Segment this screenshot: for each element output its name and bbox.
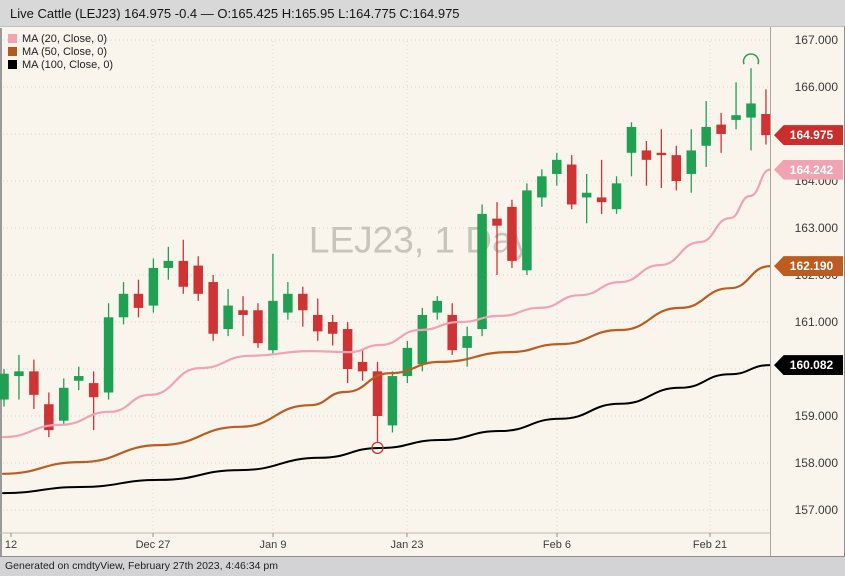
price-tick-label: 157.000: [794, 503, 838, 517]
annotations-layer: [371, 53, 760, 455]
date-axis-label: Feb 6: [543, 539, 571, 551]
chart-plot-area[interactable]: LEJ23, 1 Day 12 Dec 27 Jan 9 Jan 23 Feb 6 Feb…: [0, 27, 770, 556]
grid-layer: [0, 28, 770, 556]
ma100-label: MA (100, Close, 0): [22, 58, 114, 71]
chart-area: LEJ23, 1 Day 12 Dec 27 Jan 9 Jan 23 Feb 6 Feb…: [0, 27, 845, 557]
moving-averages-layer: [1, 168, 770, 495]
ma20-swatch-icon: [8, 34, 17, 43]
date-axis-label: Jan 9: [260, 539, 287, 551]
price-tick-label: 161.000: [794, 315, 838, 329]
date-axis-label: Dec 27: [136, 539, 171, 551]
price-badge: 160.082: [774, 355, 843, 376]
price-badge: 162.190: [774, 256, 843, 277]
low-circle-annotation: [371, 441, 384, 455]
date-axis[interactable]: 12 Dec 27 Jan 9 Jan 23 Feb 6 Feb 21: [5, 533, 727, 551]
instrument-title: Live Cattle (LEJ23) 164.975 -0.4 — O:165…: [10, 6, 460, 21]
price-badge: 164.975: [774, 125, 843, 146]
price-tick-label: 159.000: [794, 409, 838, 423]
legend-item-ma50[interactable]: MA (50, Close, 0): [8, 45, 113, 58]
generated-timestamp: Generated on cmdtyView, February 27th 20…: [5, 560, 278, 572]
price-tick-label: 158.000: [794, 456, 838, 470]
chart-plot-container: LEJ23, 1 Day 12 Dec 27 Jan 9 Jan 23 Feb 6 Feb…: [0, 27, 770, 556]
high-arc-annotation: [742, 53, 760, 65]
legend-item-ma20[interactable]: MA (20, Close, 0): [8, 32, 113, 45]
ma100-swatch-icon: [8, 60, 17, 69]
watermark-symbol-interval: LEJ23, 1 Day: [309, 220, 532, 261]
date-axis-label: 12: [5, 539, 17, 551]
legend-item-ma100[interactable]: MA (100, Close, 0): [8, 58, 113, 71]
candles-layer: [0, 68, 770, 442]
date-axis-label: Jan 23: [390, 539, 423, 551]
ma20-label: MA (20, Close, 0): [22, 32, 107, 45]
ma50-line: [1, 265, 770, 475]
price-tick-label: 167.000: [794, 33, 838, 47]
price-badge: 164.242: [774, 159, 843, 180]
chart-header-bar: Live Cattle (LEJ23) 164.975 -0.4 — O:165…: [0, 0, 845, 27]
ma20-line: [1, 168, 770, 439]
ma50-swatch-icon: [8, 47, 17, 56]
date-axis-label: Feb 21: [693, 539, 727, 551]
ma50-label: MA (50, Close, 0): [22, 45, 107, 58]
price-tick-label: 166.000: [794, 80, 838, 94]
ma100-line: [2, 364, 770, 495]
price-tick-label: 163.000: [794, 221, 838, 235]
study-legend: MA (20, Close, 0) MA (50, Close, 0) MA (…: [8, 32, 113, 71]
price-axis[interactable]: 167.000166.000165.000164.000163.000162.0…: [770, 27, 845, 556]
footer-bar: Generated on cmdtyView, February 27th 20…: [0, 557, 845, 576]
